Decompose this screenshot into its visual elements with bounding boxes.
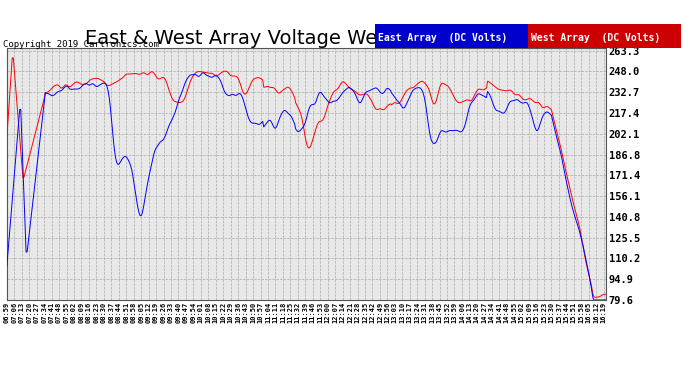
Title: East & West Array Voltage Wed Nov 20 16:21: East & West Array Voltage Wed Nov 20 16:…	[86, 29, 527, 48]
Text: East Array  (DC Volts): East Array (DC Volts)	[378, 33, 507, 43]
Text: Copyright 2019 Cartronics.com: Copyright 2019 Cartronics.com	[3, 40, 159, 49]
Text: West Array  (DC Volts): West Array (DC Volts)	[531, 33, 660, 43]
